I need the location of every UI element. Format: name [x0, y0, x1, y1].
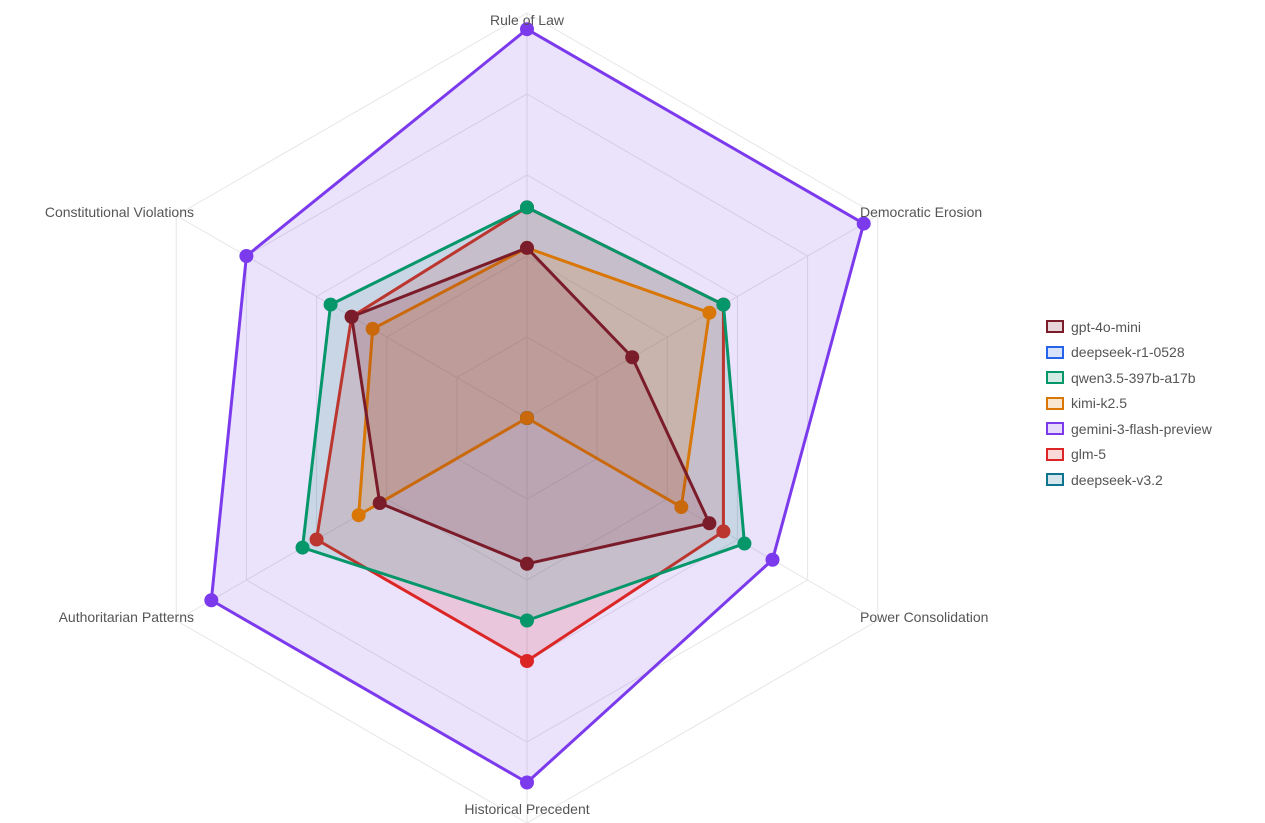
legend-item-glm-5[interactable]: glm-5: [1046, 442, 1212, 468]
data-point-gemini-3-flash-preview-rule-of-law[interactable]: [520, 22, 534, 37]
legend-swatch: [1046, 371, 1064, 385]
data-point-kimi-k2-5-constitutional-violations[interactable]: [365, 321, 380, 336]
axis-label-historical-precedent: Historical Precedent: [464, 801, 589, 817]
data-point-qwen3-5-397b-a17b-power-consolidation[interactable]: [737, 536, 752, 551]
legend-item-qwen3-5-397b-a17b[interactable]: qwen3.5-397b-a17b: [1046, 365, 1212, 391]
data-point-glm-5-power-consolidation[interactable]: [716, 524, 731, 539]
legend-label: glm-5: [1071, 446, 1107, 463]
legend-label: deepseek-v3.2: [1071, 471, 1163, 488]
data-point-kimi-k2-5-power-consolidation[interactable]: [674, 500, 689, 515]
legend-label: gpt-4o-mini: [1071, 318, 1142, 335]
chart-legend: gpt-4o-mini deepseek-r1-0528 qwen3.5-397…: [1046, 314, 1212, 493]
data-point-qwen3-5-397b-a17b-rule-of-law[interactable]: [520, 200, 534, 215]
legend-swatch: [1046, 473, 1064, 487]
data-point-glm-5-authoritarian-patterns[interactable]: [309, 532, 324, 547]
data-point-kimi-k2-5-authoritarian-patterns[interactable]: [351, 508, 366, 523]
data-point-gpt-4o-mini-democratic-erosion[interactable]: [625, 350, 640, 365]
axis-label-constitutional-violations: Constitutional Violations: [45, 204, 194, 220]
data-point-gpt-4o-mini-power-consolidation[interactable]: [702, 516, 717, 531]
data-point-qwen3-5-397b-a17b-historical-precedent[interactable]: [520, 613, 534, 628]
legend-label: deepseek-r1-0528: [1071, 344, 1185, 361]
data-point-gemini-3-flash-preview-power-consolidation[interactable]: [765, 552, 780, 567]
legend-label: gemini-3-flash-preview: [1071, 420, 1212, 437]
data-point-qwen3-5-397b-a17b-democratic-erosion[interactable]: [716, 297, 731, 312]
axis-label-authoritarian-patterns: Authoritarian Patterns: [59, 609, 194, 625]
legend-swatch: [1046, 345, 1064, 359]
legend-swatch: [1046, 320, 1064, 334]
legend-swatch: [1046, 396, 1064, 410]
data-point-gemini-3-flash-preview-constitutional-violations[interactable]: [239, 249, 254, 263]
data-point-qwen3-5-397b-a17b-authoritarian-patterns[interactable]: [295, 540, 310, 555]
legend-swatch: [1046, 422, 1064, 436]
series-kimi-k2-5: [351, 240, 717, 523]
legend-item-deepseek-v3-2[interactable]: deepseek-v3.2: [1046, 467, 1212, 493]
data-point-gemini-3-flash-preview-democratic-erosion[interactable]: [856, 216, 871, 231]
legend-swatch: [1046, 447, 1064, 461]
data-point-gemini-3-flash-preview-historical-precedent[interactable]: [520, 775, 534, 790]
data-point-kimi-k2-5-historical-precedent[interactable]: [520, 411, 534, 425]
axis-label-power-consolidation: Power Consolidation: [860, 609, 988, 625]
radar-series: [204, 22, 871, 790]
data-point-qwen3-5-397b-a17b-constitutional-violations[interactable]: [323, 297, 338, 312]
legend-item-gemini-3-flash-preview[interactable]: gemini-3-flash-preview: [1046, 416, 1212, 442]
axis-label-democratic-erosion: Democratic Erosion: [860, 204, 982, 220]
legend-label: kimi-k2.5: [1071, 395, 1128, 412]
legend-item-kimi-k2-5[interactable]: kimi-k2.5: [1046, 391, 1212, 417]
data-point-kimi-k2-5-democratic-erosion[interactable]: [702, 305, 717, 320]
axis-labels: Rule of Law Democratic Erosion Power Con…: [45, 12, 989, 817]
data-point-gpt-4o-mini-historical-precedent[interactable]: [520, 556, 534, 571]
legend-label: qwen3.5-397b-a17b: [1071, 369, 1196, 386]
series-gemini-3-flash-preview: [204, 22, 871, 790]
grid-spoke-democratic-erosion: [526, 215, 878, 419]
data-point-gpt-4o-mini-rule-of-law[interactable]: [520, 240, 534, 255]
data-point-glm-5-historical-precedent[interactable]: [520, 654, 534, 668]
legend-item-deepseek-r1-0528[interactable]: deepseek-r1-0528: [1046, 340, 1212, 366]
axis-label-rule-of-law: Rule of Law: [490, 12, 565, 28]
data-point-gpt-4o-mini-constitutional-violations[interactable]: [344, 309, 359, 324]
series-gpt-4o-mini: [344, 240, 717, 571]
data-point-gpt-4o-mini-authoritarian-patterns[interactable]: [372, 496, 387, 511]
data-point-gemini-3-flash-preview-authoritarian-patterns[interactable]: [204, 593, 219, 608]
legend-item-gpt-4o-mini[interactable]: gpt-4o-mini: [1046, 314, 1212, 340]
